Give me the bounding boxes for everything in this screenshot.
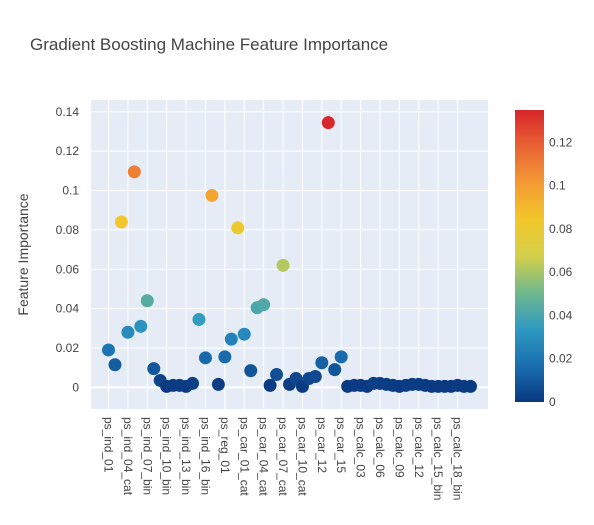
data-point — [321, 116, 335, 130]
colorbar-tick-label: 0.04 — [549, 308, 573, 322]
data-point — [263, 378, 277, 392]
y-tick-label: 0.02 — [56, 341, 80, 355]
colorbar-tick-label: 0.06 — [549, 265, 573, 279]
colorbar: 0 0.02 0.04 0.06 0.08 0.1 0.12 — [515, 110, 573, 409]
colorbar-tick-label: 0.1 — [549, 179, 566, 193]
colorbar-tick-label: 0.02 — [549, 352, 573, 366]
x-tick-label: ps_car_01_cat — [237, 417, 251, 496]
y-tick-label: 0.1 — [62, 184, 79, 198]
data-point — [108, 358, 122, 372]
data-point — [334, 350, 348, 364]
data-point — [140, 294, 154, 308]
data-point — [147, 362, 161, 376]
x-tick-label: ps_calc_15_bin — [431, 417, 445, 500]
data-point — [237, 327, 251, 341]
data-point — [205, 188, 219, 202]
data-point — [114, 215, 128, 229]
x-tick-label: ps_ind_10_bin — [160, 417, 174, 495]
data-point — [224, 332, 238, 346]
x-tick-label: ps_car_10_cat — [295, 417, 309, 496]
x-tick-label: ps_car_07_cat — [276, 417, 290, 496]
y-axis-title: Feature Importance — [15, 193, 31, 315]
data-point — [328, 363, 342, 377]
x-tick-label: ps_car_15 — [334, 417, 348, 473]
data-point — [127, 165, 141, 179]
colorbar-gradient — [515, 110, 544, 402]
data-point — [186, 376, 200, 390]
x-tick-label: ps_calc_03 — [354, 417, 368, 478]
data-point — [231, 221, 245, 235]
y-tick-label: 0.04 — [56, 302, 80, 316]
x-tick-label: ps_ind_01 — [102, 417, 116, 473]
data-point — [134, 319, 148, 333]
x-tick-label: ps_calc_06 — [373, 417, 387, 478]
data-point — [315, 356, 329, 370]
data-point — [464, 379, 477, 393]
x-tick-label: ps_calc_09 — [392, 417, 406, 478]
colorbar-tick-label: 0.08 — [549, 222, 573, 236]
data-point — [211, 377, 225, 391]
plot-background — [91, 100, 488, 409]
data-point — [192, 312, 206, 326]
data-point — [198, 351, 212, 365]
plot-area: 0 0.02 0.04 0.06 0.08 0.1 0.12 0.14 ps_ind_01 ps_… — [15, 100, 488, 500]
data-point — [218, 350, 232, 364]
data-point — [257, 298, 271, 312]
y-tick-label: 0.14 — [56, 105, 80, 119]
y-tick-label: 0.08 — [56, 223, 80, 237]
data-point — [270, 368, 284, 382]
x-tick-label: ps_ind_04_cat — [121, 417, 135, 496]
x-tick-label: ps_ind_16_bin — [198, 417, 212, 495]
data-point — [244, 364, 258, 378]
x-tick-label: ps_car_04_cat — [257, 417, 271, 496]
y-tick-label: 0.06 — [56, 262, 80, 276]
chart-title: Gradient Boosting Machine Feature Import… — [30, 35, 388, 54]
colorbar-tick-label: 0.12 — [549, 135, 573, 149]
x-tick-label: ps_ind_07_bin — [140, 417, 154, 495]
x-tick-label: ps_calc_18_bin — [451, 417, 465, 500]
data-point — [121, 325, 135, 339]
x-tick-label: ps_reg_01 — [218, 417, 232, 474]
y-tick-label: 0 — [72, 380, 79, 394]
data-point — [276, 258, 290, 272]
x-tick-label: ps_car_12 — [315, 417, 329, 473]
x-tick-label: ps_calc_12 — [412, 417, 426, 478]
y-tick-label: 0.12 — [56, 144, 80, 158]
data-point — [308, 370, 322, 384]
data-point — [102, 343, 115, 357]
x-tick-label: ps_ind_13_bin — [179, 417, 193, 495]
colorbar-tick-label: 0 — [549, 395, 556, 409]
